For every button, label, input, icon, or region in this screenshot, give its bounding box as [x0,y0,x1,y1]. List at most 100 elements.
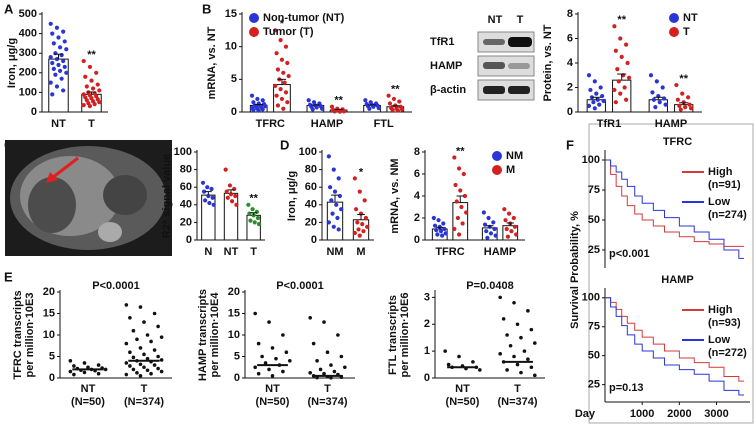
data-point [124,303,129,307]
data-point [594,91,599,96]
data-point [505,368,509,372]
data-point [61,29,66,34]
data-point [286,73,291,79]
data-point [455,215,460,221]
data-point [334,202,339,207]
data-point [533,373,537,378]
data-point [251,107,256,113]
data-point [255,96,260,102]
x-tick-label: FTL [374,118,394,130]
legend-sublabel: (n=93) [708,317,741,329]
data-point [622,85,627,90]
chart-title: HAMP [661,274,693,286]
data-point [61,88,66,93]
y-tick-label: 40 [305,199,317,211]
data-point [131,328,136,333]
y-tick-label: 20 [305,216,317,228]
data-point [387,101,393,106]
legend-sublabel: (n=272) [708,347,747,359]
data-point [509,229,514,234]
x-tick-label: NT [81,383,96,395]
data-point [159,335,164,339]
legend-label: NM [506,150,523,162]
data-point [209,186,214,192]
data-point [353,207,359,212]
data-point [514,232,519,237]
legend-label: Non-tumor (NT) [263,12,345,24]
data-point [443,349,447,353]
data-point [224,189,229,194]
data-point [138,305,143,309]
data-point [660,85,665,90]
y-tick-label: 15 [225,8,237,20]
data-point [485,235,490,240]
data-point [686,95,691,100]
data-point [54,25,60,30]
data-point [288,359,292,363]
legend-marker [492,151,502,161]
data-point [57,68,63,73]
data-point [360,222,365,227]
data-point [225,195,230,200]
data-point [461,171,466,177]
data-point [145,368,150,373]
data-point [211,202,216,207]
x-tick-label: TFRC [256,118,285,130]
data-point [504,226,509,232]
x-tick-label: HAMP [484,246,516,258]
y-tick-label: 4 [567,57,574,69]
panel-label: F [566,137,574,152]
data-point [331,224,336,229]
data-point [279,57,285,62]
bar [612,79,632,113]
data-point [460,221,465,226]
data-point [87,64,93,70]
data-point [678,107,683,112]
data-point [274,93,279,98]
y-axis-label: mRNA, vs. NM [389,158,401,233]
data-point [357,189,362,194]
data-point [256,222,262,227]
data-point [519,335,523,340]
y-tick-label: 2 [424,318,430,330]
y-tick-label: 6 [414,168,420,180]
data-point [436,218,441,223]
data-point [138,346,143,350]
data-point [306,98,311,103]
x-tick-sublabel: (N=50) [71,396,105,408]
significance: ** [617,14,626,26]
x-tick-label: T [324,383,331,395]
data-point [54,84,60,89]
data-point [311,341,316,346]
data-point [61,58,66,64]
data-point [515,362,520,367]
data-point [452,226,457,232]
survival-curve [605,297,744,382]
x-tick-label: 3000 [704,408,728,420]
annotation: P<0.0001 [276,280,323,292]
legend-label: M [506,164,515,176]
data-point [248,218,253,223]
y-tick-label: 15 [228,307,240,319]
data-point [48,21,53,26]
y-tick-label: 0 [49,372,55,384]
data-point [281,106,286,111]
data-point [131,355,136,360]
y-tick-label: 0 [31,106,37,118]
data-point [253,311,257,316]
data-point [145,356,150,361]
data-point [149,339,153,344]
data-point [453,182,458,188]
y-tick-label: 400 [19,28,37,40]
x-tick-label: NT [51,118,66,130]
annotation: p<0.001 [609,248,650,260]
data-point [592,106,597,111]
data-point [62,64,67,70]
data-point [246,202,251,207]
data-point [203,198,208,203]
data-point [456,166,462,171]
data-point [512,300,516,305]
legend-label: NT [683,12,698,24]
data-point [478,368,482,372]
data-point [505,234,510,239]
